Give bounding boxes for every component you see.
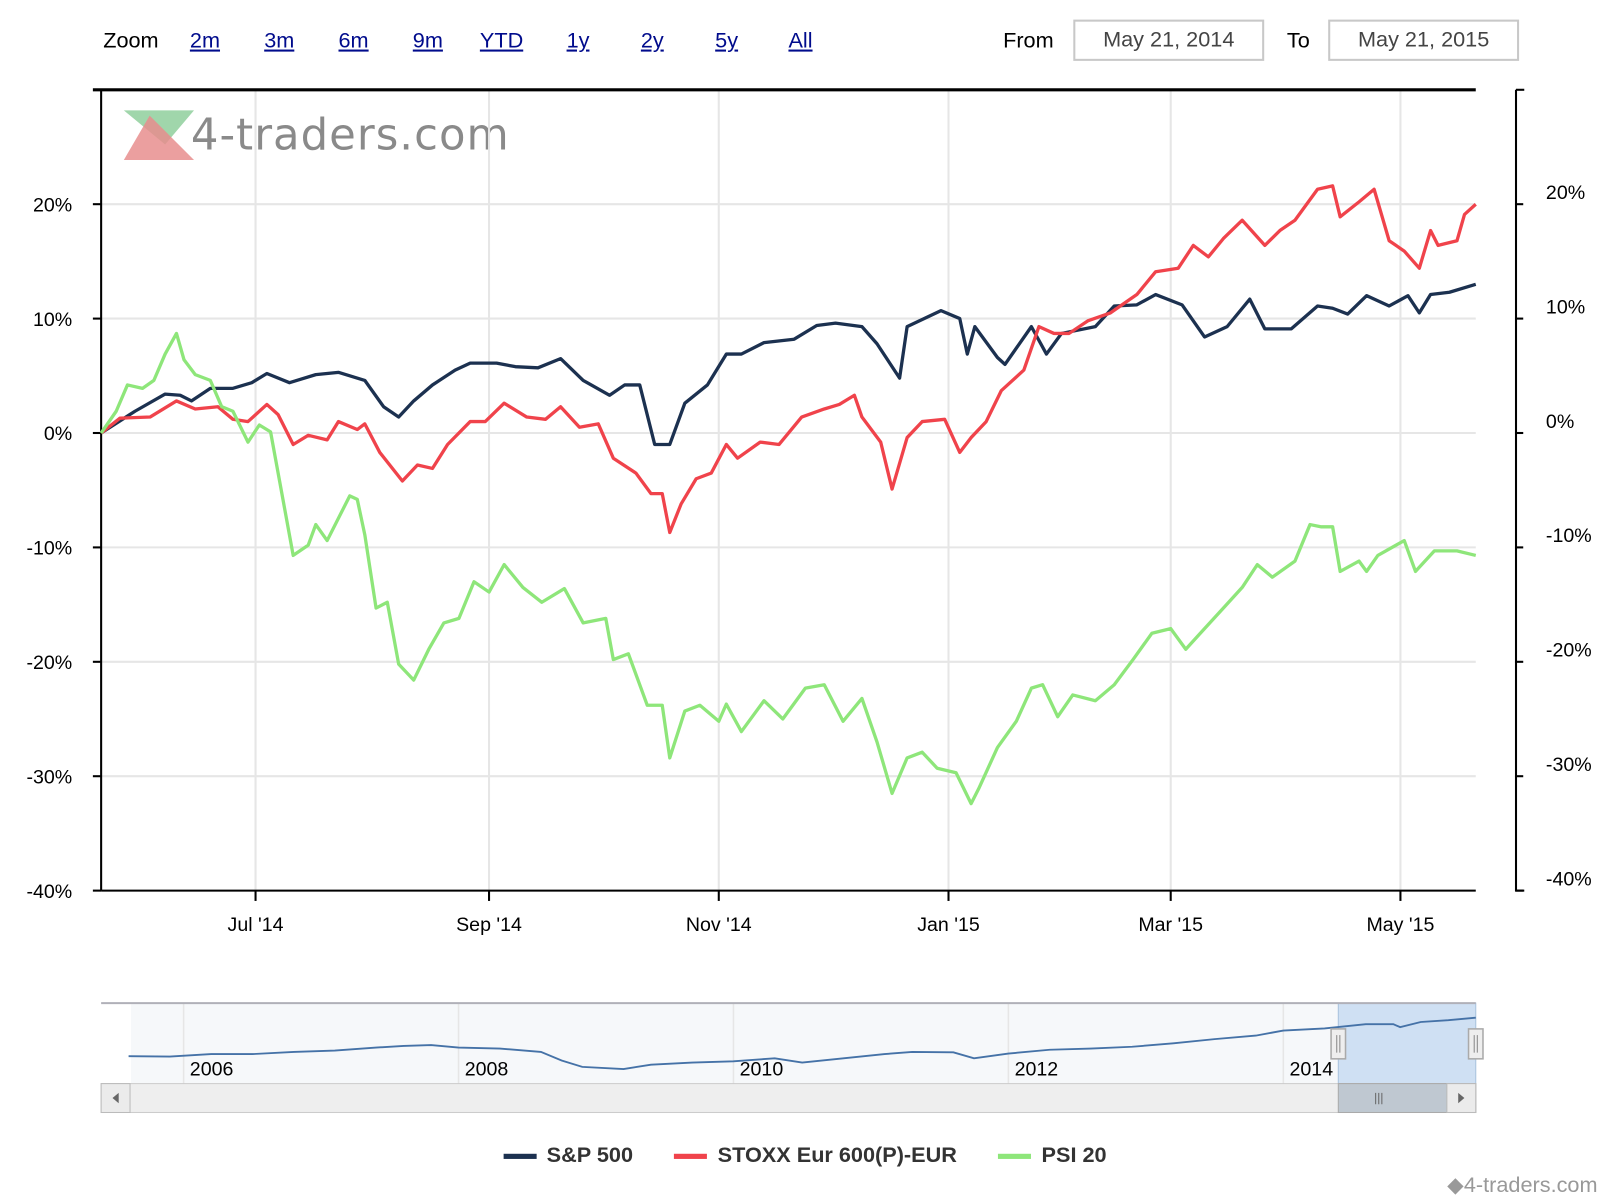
legend: S&P 500 STOXX Eur 600(P)-EUR PSI 20: [0, 1143, 1610, 1168]
zoom-2m-button[interactable]: 2m: [189, 28, 221, 53]
legend-item-psi20[interactable]: PSI 20: [998, 1143, 1107, 1168]
arrow-left-icon: [112, 1092, 119, 1104]
sp500-swatch: [503, 1153, 537, 1159]
navigator-year-label: 2012: [1015, 1058, 1059, 1080]
navigator-year-label: 2014: [1290, 1058, 1334, 1080]
logo-text: 4-traders.com: [191, 111, 510, 161]
series-line-sp500: [100, 282, 1477, 447]
x-tick-label: Jul '14: [228, 914, 284, 936]
zoom-label: Zoom: [103, 28, 159, 53]
arrow-right-icon: [1458, 1092, 1465, 1104]
psi20-swatch: [998, 1153, 1032, 1159]
diamond-icon: ◆: [1447, 1173, 1464, 1198]
y-tick-label-left: -10%: [26, 538, 72, 560]
legend-label: PSI 20: [1041, 1143, 1107, 1168]
y-tick-label-left: -40%: [26, 881, 72, 903]
credit-link[interactable]: ◆4-traders.com: [1447, 1172, 1597, 1198]
y-tick-label-left: -20%: [26, 652, 72, 674]
navigator-handle[interactable]: [1467, 1028, 1484, 1060]
from-label: From: [1003, 28, 1054, 53]
zoom-1y-button[interactable]: 1y: [566, 28, 590, 53]
series-line-psi20: [99, 331, 1477, 806]
to-label: To: [1286, 28, 1310, 53]
zoom-ytd-button[interactable]: YTD: [479, 28, 524, 53]
navigator-handle[interactable]: [1330, 1028, 1347, 1060]
to-date-input[interactable]: May 21, 2015: [1328, 19, 1520, 61]
navigator-year-label: 2008: [465, 1058, 509, 1080]
from-date-input[interactable]: May 21, 2014: [1073, 19, 1265, 61]
zoom-9m-button[interactable]: 9m: [412, 28, 443, 53]
navigator-series-line: [128, 1016, 1476, 1070]
y-tick-label-left: -30%: [26, 766, 72, 788]
y-tick-label-right: -10%: [1546, 525, 1592, 547]
navigator-year-label: 2006: [190, 1058, 234, 1080]
y-tick-label-right: 10%: [1546, 296, 1585, 318]
x-tick-label: May '15: [1366, 914, 1434, 936]
scrollbar-track[interactable]: [100, 1083, 1477, 1114]
navigator-selected-range: [1337, 1002, 1477, 1085]
y-tick-label-left: 0%: [44, 423, 72, 445]
4-traders-logo: 4-traders.com: [123, 110, 510, 161]
navigator-year-label: 2010: [740, 1058, 784, 1080]
legend-label: STOXX Eur 600(P)-EUR: [717, 1143, 957, 1168]
y-tick-label-right: -30%: [1546, 754, 1592, 776]
y-tick-label-right: 0%: [1546, 411, 1574, 433]
x-tick-label: Sep '14: [456, 914, 522, 936]
x-tick-label: Mar '15: [1138, 914, 1203, 936]
y-tick-label-left: 20%: [33, 194, 72, 216]
y-tick-label-left: 10%: [33, 309, 72, 331]
credit-text: 4-traders.com: [1463, 1173, 1598, 1198]
x-tick-label: Nov '14: [686, 914, 752, 936]
y-tick-label-right: -20%: [1546, 640, 1592, 662]
x-tick-label: Jan '15: [917, 914, 980, 936]
zoom-2y-button[interactable]: 2y: [640, 28, 664, 53]
zoom-all-button[interactable]: All: [788, 28, 813, 53]
y-tick-label-right: 20%: [1546, 182, 1585, 204]
series-line-stoxx600: [100, 184, 1477, 535]
zoom-5y-button[interactable]: 5y: [715, 28, 739, 53]
navigator-background: [131, 1003, 1476, 1084]
zoom-6m-button[interactable]: 6m: [338, 28, 369, 53]
y-tick-label-right: -40%: [1546, 868, 1592, 890]
zoom-3m-button[interactable]: 3m: [264, 28, 295, 53]
legend-item-sp500[interactable]: S&P 500: [503, 1143, 633, 1168]
legend-label: S&P 500: [546, 1143, 634, 1168]
legend-item-stoxx600[interactable]: STOXX Eur 600(P)-EUR: [674, 1143, 957, 1168]
stoxx-swatch: [674, 1153, 708, 1159]
